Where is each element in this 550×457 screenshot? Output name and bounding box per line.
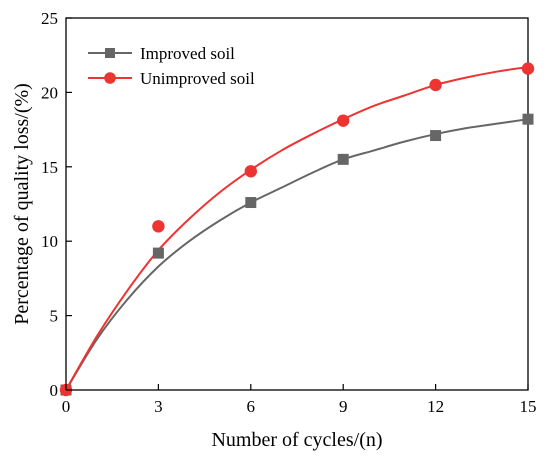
data-point-improved xyxy=(245,197,257,209)
data-point-unimproved xyxy=(337,114,350,127)
data-point-improved xyxy=(152,247,164,259)
legend-label-unimproved: Unimproved soil xyxy=(140,69,255,88)
y-axis-title: Percentage of quality loss/(%) xyxy=(11,83,33,325)
series-line-1 xyxy=(65,66,529,391)
x-tick-label: 6 xyxy=(247,397,256,416)
data-point-unimproved xyxy=(244,165,257,178)
x-tick-label: 0 xyxy=(62,397,71,416)
x-tick-label: 3 xyxy=(154,397,163,416)
legend: Improved soil Unimproved soil xyxy=(88,44,255,88)
y-tick-label: 0 xyxy=(50,381,59,400)
legend-marker-unimproved xyxy=(104,72,116,84)
y-tick-label: 5 xyxy=(50,307,59,326)
x-axis-title: Number of cycles/(n) xyxy=(211,429,382,451)
data-point-improved xyxy=(522,113,534,125)
series-line-0 xyxy=(65,118,529,391)
x-tick-label: 15 xyxy=(520,397,537,416)
y-tick-label: 10 xyxy=(41,232,58,251)
y-tick-label: 20 xyxy=(41,83,58,102)
data-markers xyxy=(59,62,535,397)
y-tick-label: 15 xyxy=(41,158,58,177)
x-tick-label: 9 xyxy=(339,397,348,416)
data-point-unimproved xyxy=(429,78,442,92)
legend-label-improved: Improved soil xyxy=(140,44,235,63)
plot-frame xyxy=(65,17,529,391)
x-tick-label: 12 xyxy=(427,397,444,416)
legend-marker-improved xyxy=(105,48,115,58)
data-point-unimproved xyxy=(152,220,165,233)
data-point-unimproved xyxy=(521,62,535,75)
axis-ticks: 0 3 6 9 12 15 0 5 10 15 20 25 xyxy=(41,9,537,416)
data-point-improved xyxy=(337,153,349,165)
data-point-improved xyxy=(430,130,442,142)
y-tick-label: 25 xyxy=(41,9,58,28)
fit-lines xyxy=(65,66,529,391)
